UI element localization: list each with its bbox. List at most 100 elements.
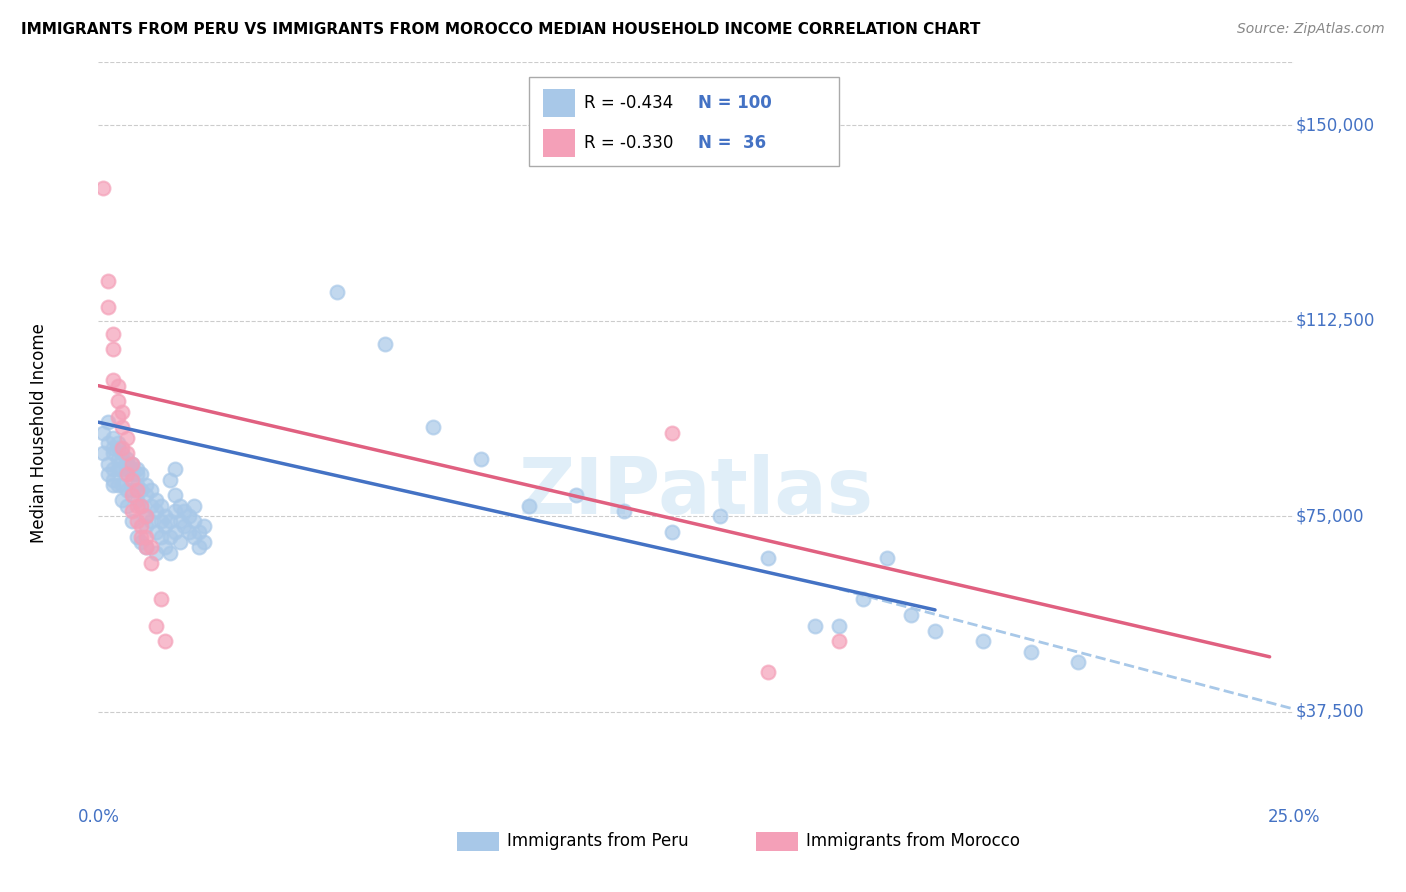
Point [756, 665, 779, 680]
Point [121, 473, 143, 487]
Text: Median Household Income: Median Household Income [30, 323, 48, 542]
Point [101, 446, 124, 460]
Bar [756, 832, 797, 851]
Point [97, 436, 120, 450]
Point [876, 550, 898, 565]
Point [183, 514, 205, 528]
Point [173, 519, 195, 533]
Point [111, 405, 134, 419]
Point [135, 541, 157, 555]
Bar [543, 89, 575, 117]
Point [193, 519, 215, 533]
Point [125, 530, 148, 544]
Point [121, 457, 143, 471]
Point [115, 499, 138, 513]
Point [155, 634, 177, 648]
Point [661, 524, 683, 539]
Point [125, 477, 148, 491]
Point [107, 394, 129, 409]
Point [111, 493, 134, 508]
Point [111, 477, 134, 491]
Point [145, 524, 167, 539]
Point [661, 425, 683, 440]
Point [374, 337, 396, 351]
Point [121, 514, 143, 528]
Point [131, 467, 153, 482]
Point [101, 477, 124, 491]
Point [121, 488, 143, 502]
Point [159, 473, 181, 487]
Text: $37,500: $37,500 [1296, 703, 1365, 721]
Point [422, 420, 444, 434]
Point [115, 483, 138, 497]
Point [121, 467, 143, 482]
Point [149, 530, 172, 544]
Point [131, 530, 153, 544]
Point [179, 524, 201, 539]
Point [115, 446, 138, 460]
Point [169, 514, 191, 528]
Point [131, 519, 153, 533]
Point [169, 535, 191, 549]
Point [101, 431, 124, 445]
Point [115, 467, 138, 482]
Text: N =  36: N = 36 [697, 134, 766, 153]
Point [193, 535, 215, 549]
Point [145, 493, 167, 508]
Point [111, 420, 134, 434]
Point [135, 541, 157, 555]
Point [972, 634, 994, 648]
Point [125, 499, 148, 513]
Point [149, 514, 172, 528]
Point [107, 442, 129, 456]
Point [145, 545, 167, 559]
Point [111, 451, 134, 466]
Point [115, 467, 138, 482]
Text: Immigrants from Peru: Immigrants from Peru [508, 832, 689, 850]
Point [101, 342, 124, 356]
Point [115, 457, 138, 471]
Point [149, 499, 172, 513]
Point [163, 488, 186, 502]
Point [125, 514, 148, 528]
Point [135, 509, 157, 524]
Point [828, 634, 851, 648]
Point [131, 499, 153, 513]
Text: $75,000: $75,000 [1296, 507, 1364, 525]
Point [163, 504, 186, 518]
Point [135, 530, 157, 544]
Point [139, 556, 162, 570]
Point [121, 462, 143, 476]
Point [709, 509, 731, 524]
Point [852, 592, 875, 607]
Point [613, 504, 636, 518]
Point [121, 504, 143, 518]
Point [183, 499, 205, 513]
Point [101, 374, 124, 388]
Point [107, 462, 129, 476]
Point [187, 524, 209, 539]
Point [125, 462, 148, 476]
Point [517, 499, 540, 513]
Bar [543, 129, 575, 157]
Point [121, 483, 143, 497]
Point [828, 618, 851, 632]
Point [756, 550, 779, 565]
FancyBboxPatch shape [529, 78, 839, 166]
Point [91, 446, 114, 460]
Point [107, 451, 129, 466]
Point [125, 483, 148, 497]
Bar [457, 832, 499, 851]
Point [139, 514, 162, 528]
Point [924, 624, 946, 638]
Point [107, 409, 129, 424]
Point [139, 541, 162, 555]
Point [101, 462, 124, 476]
Text: R = -0.434: R = -0.434 [583, 95, 673, 112]
Point [97, 274, 120, 288]
Point [145, 618, 167, 632]
Point [131, 535, 153, 549]
Text: Immigrants from Morocco: Immigrants from Morocco [806, 832, 1019, 850]
Point [115, 451, 138, 466]
Point [183, 530, 205, 544]
